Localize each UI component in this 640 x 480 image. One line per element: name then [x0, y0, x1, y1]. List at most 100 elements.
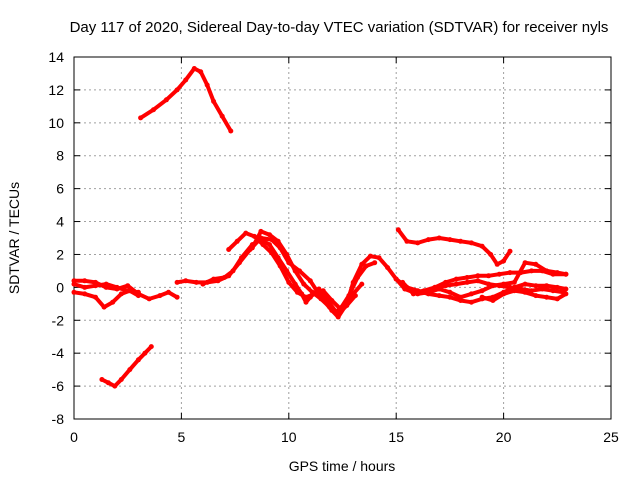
data-point: [239, 255, 244, 261]
data-point: [284, 252, 290, 257]
data-point: [303, 294, 309, 300]
data-point: [501, 258, 507, 264]
data-point: [157, 293, 163, 299]
data-point: [544, 268, 550, 274]
data-point: [329, 298, 335, 303]
data-point: [522, 281, 528, 287]
data-point: [415, 291, 421, 297]
data-point: [135, 289, 141, 295]
data-point: [554, 296, 560, 302]
data-point: [71, 281, 77, 287]
data-point: [103, 281, 109, 287]
data-point: [335, 311, 341, 317]
data-point: [191, 66, 197, 71]
data-point: [443, 279, 449, 285]
x-tick-label: 25: [603, 429, 619, 445]
data-point: [554, 270, 560, 276]
x-tick-label: 10: [281, 429, 297, 445]
data-point: [174, 279, 180, 285]
data-point: [327, 304, 333, 310]
data-point: [93, 283, 98, 289]
data-point: [138, 115, 144, 121]
data-point: [550, 288, 556, 294]
series-arc-high: [138, 66, 234, 134]
data-point: [453, 276, 459, 282]
data-point: [490, 298, 496, 303]
data-point: [415, 240, 421, 246]
data-point: [436, 235, 442, 241]
data-point: [367, 253, 373, 259]
data-point: [533, 283, 539, 289]
y-tick-label: 6: [56, 181, 64, 197]
data-point: [359, 281, 365, 287]
data-point: [174, 294, 180, 300]
y-tick-label: 2: [56, 246, 64, 262]
series-pre-3: [71, 281, 141, 295]
data-point: [307, 278, 313, 284]
data-point: [193, 279, 199, 285]
data-point: [166, 289, 171, 295]
y-tick-label: 14: [48, 49, 64, 65]
x-tick-label: 15: [388, 429, 404, 445]
data-point: [234, 238, 240, 244]
data-point: [118, 291, 124, 297]
series-main-1: [174, 235, 567, 320]
data-point: [355, 275, 360, 280]
data-point: [494, 261, 500, 267]
data-point: [267, 232, 272, 238]
series-late-3: [415, 260, 569, 300]
data-point: [125, 288, 131, 294]
data-point: [318, 296, 324, 302]
data-point: [105, 380, 111, 386]
data-point: [309, 289, 315, 295]
data-series: [71, 66, 569, 389]
data-point: [475, 278, 481, 284]
data-point: [249, 245, 255, 251]
data-point: [563, 271, 569, 277]
y-tick-label: 8: [56, 148, 64, 164]
y-tick-label: -4: [52, 345, 65, 361]
plot-frame: [73, 56, 612, 420]
data-point: [447, 289, 453, 295]
data-point: [118, 377, 124, 382]
data-point: [114, 284, 120, 290]
series-line-late-top: [396, 227, 512, 267]
data-point: [400, 279, 406, 285]
data-point: [125, 283, 131, 289]
series-late-4: [479, 288, 569, 303]
series-main-4: [249, 228, 358, 317]
data-point: [486, 273, 492, 279]
data-point: [529, 268, 534, 274]
data-point: [458, 294, 464, 300]
data-point: [275, 238, 281, 244]
data-point: [294, 289, 300, 295]
data-point: [395, 227, 401, 233]
series-line-main-1: [175, 236, 566, 319]
data-point: [479, 294, 485, 300]
y-tick-label: -6: [52, 378, 65, 394]
data-point: [479, 288, 485, 294]
data-point: [258, 228, 264, 234]
y-tick-label: -8: [52, 411, 65, 427]
data-point: [183, 77, 189, 83]
data-point: [393, 276, 399, 282]
data-point: [163, 97, 169, 103]
data-point: [183, 278, 189, 284]
data-point: [211, 276, 217, 282]
data-point: [496, 271, 502, 277]
data-point: [230, 268, 236, 274]
data-point: [142, 350, 148, 356]
data-point: [479, 243, 485, 249]
series-late-top: [395, 227, 513, 267]
data-point: [198, 69, 204, 75]
data-point: [436, 293, 442, 299]
data-point: [453, 281, 459, 287]
data-point: [352, 293, 358, 299]
data-point: [376, 255, 382, 261]
x-tick-label: 5: [178, 429, 186, 445]
data-point: [425, 289, 431, 295]
data-point: [82, 278, 88, 284]
data-point: [93, 294, 98, 300]
data-point: [204, 82, 210, 88]
